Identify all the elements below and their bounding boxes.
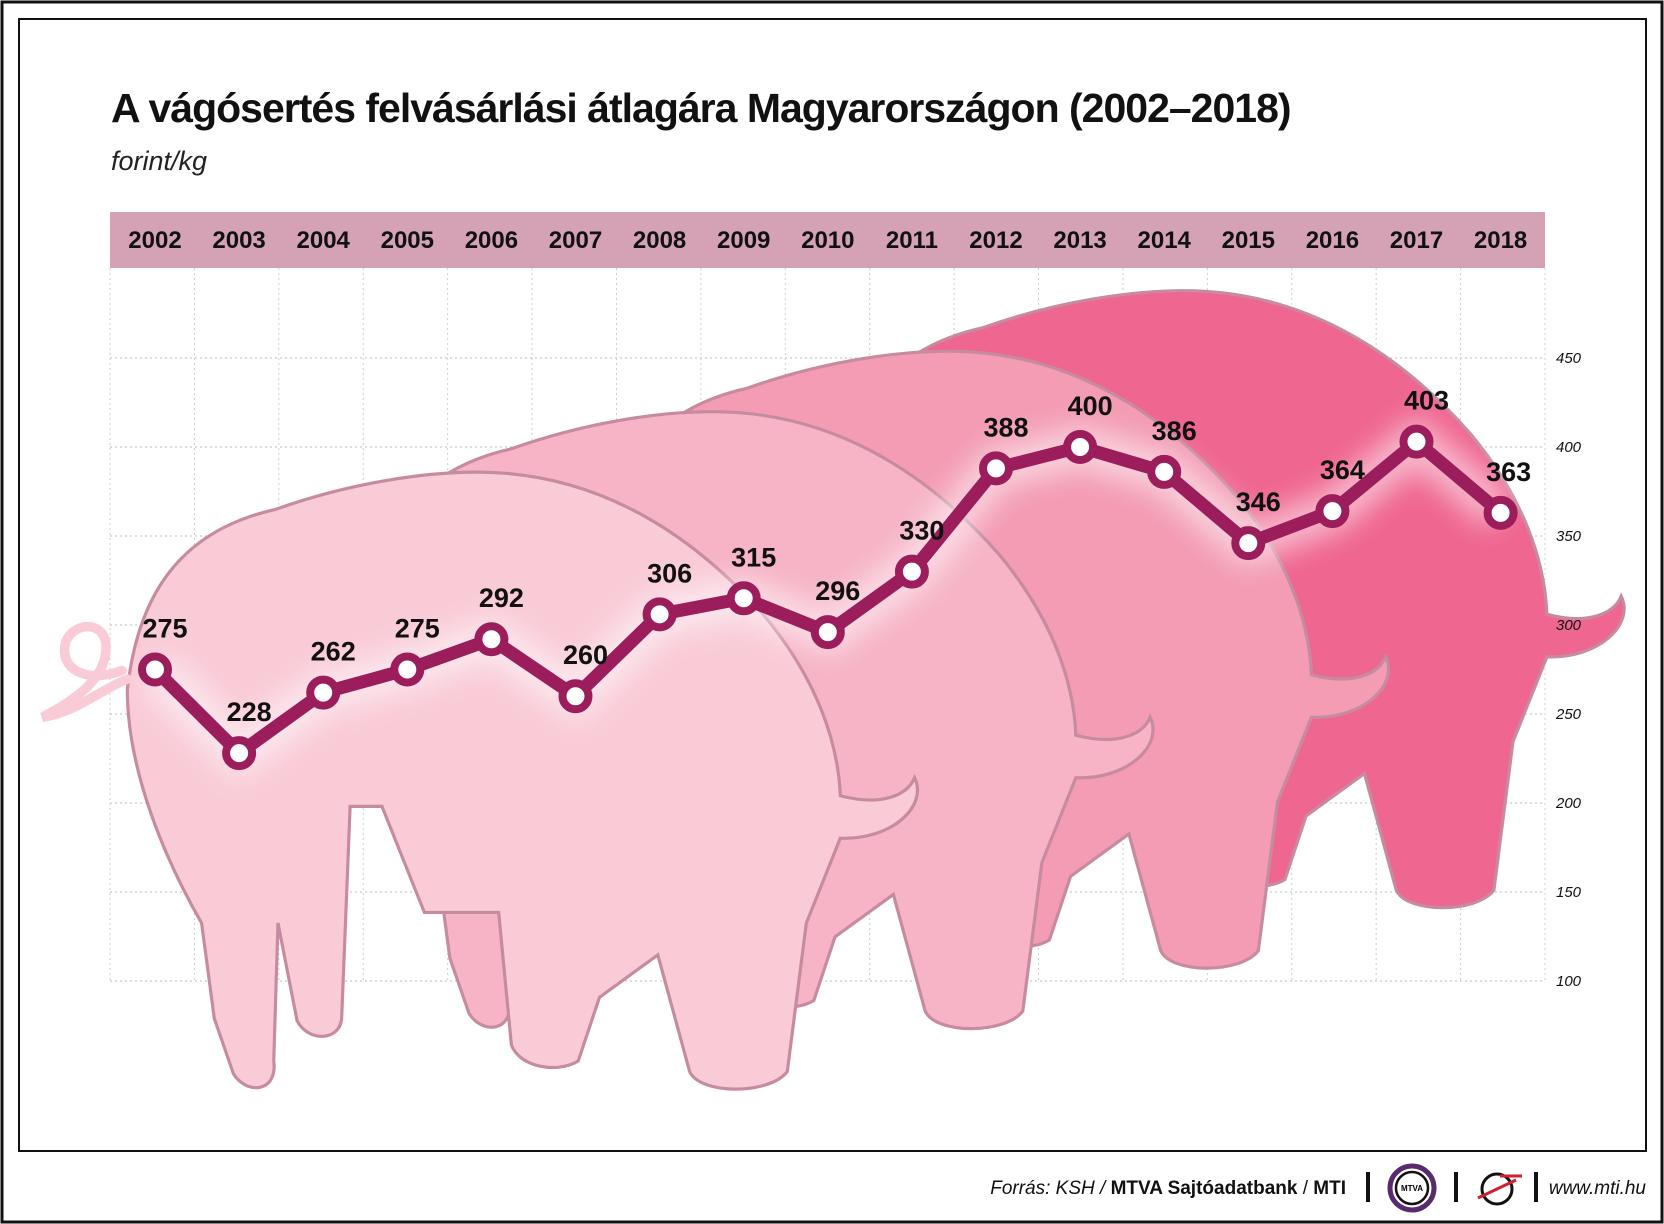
x-tick-label: 2012 [969, 227, 1022, 254]
data-label: 363 [1486, 457, 1531, 487]
divider [1454, 1172, 1458, 1202]
data-point [306, 675, 341, 710]
svg-text:MTVA: MTVA [1401, 1184, 1423, 1193]
y-tick-label: 300 [1556, 617, 1582, 634]
data-label: 315 [731, 542, 776, 572]
data-point [810, 615, 845, 650]
chart-subtitle: forint/kg [111, 146, 207, 176]
data-label: 386 [1152, 416, 1197, 446]
x-tick-label: 2010 [801, 227, 854, 254]
data-label: 275 [395, 614, 440, 644]
year-band [110, 212, 1545, 268]
data-label: 228 [227, 697, 272, 727]
x-tick-label: 2017 [1390, 227, 1443, 254]
data-point [1063, 430, 1098, 464]
x-tick-label: 2003 [212, 227, 265, 254]
data-label: 260 [563, 640, 608, 670]
data-point [1147, 454, 1182, 489]
y-tick-label: 100 [1556, 973, 1582, 990]
x-tick-label: 2007 [549, 227, 602, 254]
data-point [726, 581, 761, 616]
y-tick-label: 450 [1556, 350, 1582, 367]
source-text: Forrás: KSH / MTVA Sajtóadatbank / MTI [990, 1178, 1346, 1199]
x-tick-label: 2015 [1222, 227, 1275, 254]
y-tick-label: 350 [1556, 528, 1582, 545]
data-point [642, 597, 677, 632]
data-point [222, 736, 257, 771]
x-tick-label: 2006 [465, 227, 518, 254]
divider [1366, 1172, 1370, 1202]
x-tick-label: 2014 [1138, 227, 1192, 254]
price-series: 275 228 262 275 292 260 306 315 296 330 388 400 386 3… [138, 386, 1531, 780]
x-tick-label: 2008 [633, 227, 686, 254]
x-tick-label: 2004 [297, 227, 351, 254]
y-axis-labels: 100 150 200 250 300 350 400 450 [1555, 350, 1582, 990]
data-point [1483, 495, 1518, 530]
y-tick-label: 200 [1555, 795, 1582, 812]
data-label: 306 [647, 558, 692, 588]
y-tick-label: 250 [1555, 706, 1582, 723]
x-tick-label: 2011 [886, 227, 938, 254]
data-point [138, 652, 172, 687]
x-axis-labels: 2002 2003 2004 2005 2006 2007 2008 2009 2010 2011… [128, 227, 1527, 254]
footer: Forrás: KSH / MTVA Sajtóadatbank / MTI M… [990, 1163, 1647, 1213]
data-label: 346 [1236, 487, 1281, 517]
x-tick-label: 2005 [381, 227, 434, 254]
data-point [390, 652, 425, 687]
data-label: 388 [983, 412, 1028, 442]
y-tick-label: 400 [1556, 439, 1582, 456]
data-point [474, 622, 509, 657]
chart-title: A vágósertés felvásárlási átlagára Magya… [111, 85, 1291, 131]
data-label: 275 [142, 614, 187, 644]
url: www.mti.hu [1549, 1178, 1647, 1199]
data-point [558, 679, 593, 714]
data-label: 292 [479, 583, 524, 613]
mtva-logo: MTVA [1387, 1163, 1437, 1213]
data-point [979, 451, 1013, 486]
x-tick-label: 2009 [717, 227, 770, 254]
data-point [1315, 494, 1350, 529]
divider [1534, 1172, 1538, 1202]
data-label: 364 [1320, 455, 1365, 485]
data-label: 400 [1068, 391, 1113, 421]
data-label: 403 [1404, 386, 1449, 416]
x-tick-label: 2016 [1306, 227, 1359, 254]
data-label: 330 [899, 516, 944, 546]
x-tick-label: 2013 [1053, 227, 1106, 254]
x-tick-label: 2018 [1474, 227, 1527, 254]
data-point [894, 554, 929, 589]
y-tick-label: 150 [1556, 884, 1582, 901]
pig-1 [40, 470, 919, 1091]
x-tick-label: 2002 [128, 227, 181, 254]
data-point [1231, 526, 1266, 561]
mti-logo [1477, 1172, 1522, 1206]
data-label: 262 [311, 637, 356, 667]
data-point [1399, 424, 1434, 459]
data-label: 296 [815, 576, 860, 606]
